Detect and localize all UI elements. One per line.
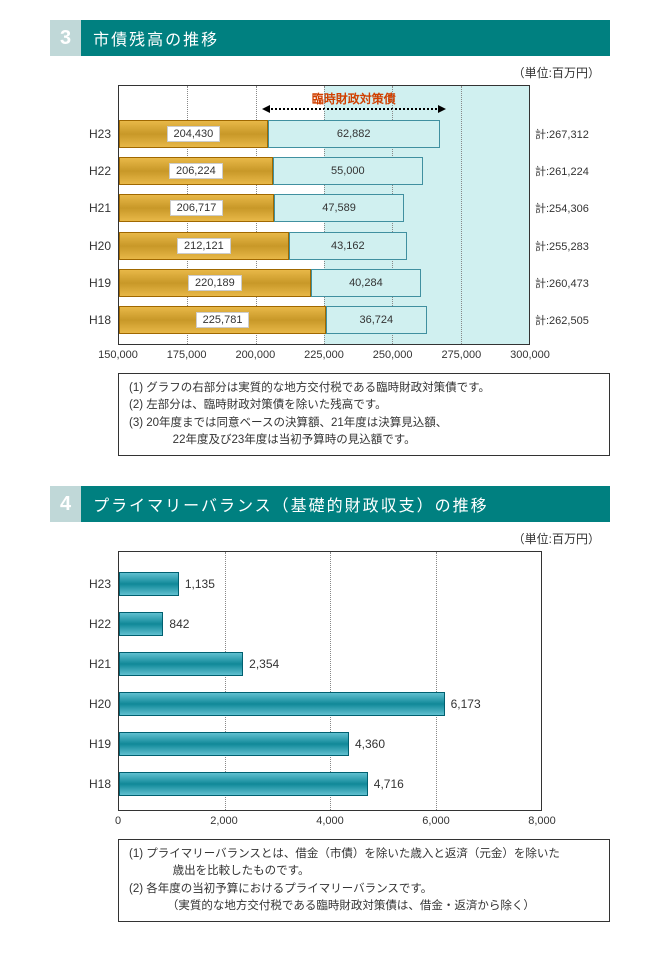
chart3-xtick-label: 300,000 [510, 349, 550, 361]
chart3-bar-cyan: 43,162 [289, 232, 407, 260]
section3-note-line: (2) 左部分は、臨時財政対策債を除いた残高です。 [129, 397, 599, 414]
section4-title: プライマリーバランス（基礎的財政収支）の推移 [81, 486, 610, 522]
chart3-xtick-label: 150,000 [98, 349, 138, 361]
section4-note-line: 歳出を比較したものです。 [129, 863, 599, 880]
chart4-value-label: 1,135 [179, 577, 215, 591]
chart4-bar [119, 572, 179, 596]
chart4-bar [119, 652, 243, 676]
chart3-row: H19220,18940,284計:260,473 [119, 269, 529, 297]
chart4-ylabel: H22 [59, 617, 119, 631]
chart3-bar-cyan: 40,284 [311, 269, 421, 297]
chart4-value-label: 4,716 [368, 777, 404, 791]
section4-note-line: (2) 各年度の当初予算におけるプライマリーバランスです。 [129, 881, 599, 898]
chart3-row: H23204,43062,882計:267,312 [119, 120, 529, 148]
chart3-gold-value: 225,781 [196, 312, 250, 328]
chart4-xaxis: 02,0004,0006,0008,000 [118, 811, 542, 831]
chart4-row: H212,354 [119, 652, 541, 676]
chart3-row: H21206,71747,589計:254,306 [119, 194, 529, 222]
chart3-xtick-label: 175,000 [167, 349, 207, 361]
chart3-row: H20212,12143,162計:255,283 [119, 232, 529, 260]
section3-title: 市債残高の推移 [81, 20, 610, 56]
chart3-xtick-label: 275,000 [441, 349, 481, 361]
chart4-bar [119, 772, 368, 796]
section4-notes: (1) プライマリーバランスとは、借金（市債）を除いた歳入と返済（元金）を除いた… [118, 839, 610, 922]
chart4-row: H206,173 [119, 692, 541, 716]
chart4-bar [119, 612, 163, 636]
chart3-ylabel: H23 [59, 127, 119, 141]
section4-header: 4 プライマリーバランス（基礎的財政収支）の推移 [50, 486, 610, 522]
section4-note-line: （実質的な地方交付税である臨時財政対策債は、借金・返済から除く） [129, 898, 599, 915]
chart3: 臨時財政対策債 H23204,43062,882計:267,312H22206,… [50, 85, 610, 365]
section4-note-line: (1) プライマリーバランスとは、借金（市債）を除いた歳入と返済（元金）を除いた [129, 846, 599, 863]
chart3-row: H18225,78136,724計:262,505 [119, 306, 529, 334]
chart3-separator-arrow-icon [268, 108, 440, 110]
chart4-ylabel: H23 [59, 577, 119, 591]
section3-note-line: 22年度及び23年度は当初予算時の見込額です。 [129, 432, 599, 449]
chart4-plot: H231,135 H22842 H212,354 H206,173 H194,360 H1… [118, 551, 542, 811]
chart3-plot: 臨時財政対策債 H23204,43062,882計:267,312H22206,… [118, 85, 530, 345]
chart3-ylabel: H20 [59, 239, 119, 253]
section3-note-line: (3) 20年度までは同意ベースの決算額、21年度は決算見込額、 [129, 415, 599, 432]
chart3-bar-gold: 225,781 [119, 306, 326, 334]
chart3-total-label: 計:255,283 [529, 238, 607, 254]
chart3-xaxis: 150,000175,000200,000225,000250,000275,0… [118, 345, 530, 365]
chart4-value-label: 6,173 [445, 697, 481, 711]
chart3-total-label: 計:260,473 [529, 275, 607, 291]
chart4-row: H231,135 [119, 572, 541, 596]
chart3-row: H22206,22455,000計:261,224 [119, 157, 529, 185]
section4-unit: （単位:百万円） [0, 530, 600, 547]
chart4-xtick-label: 4,000 [316, 815, 344, 827]
chart4-ylabel: H21 [59, 657, 119, 671]
chart3-bar-cyan: 47,589 [274, 194, 404, 222]
chart4: H231,135H22842H212,354H206,173H194,360H1… [50, 551, 610, 831]
chart4-value-label: 2,354 [243, 657, 279, 671]
chart4-bar [119, 692, 445, 716]
chart3-gold-value: 212,121 [177, 238, 231, 254]
chart4-ylabel: H18 [59, 777, 119, 791]
chart3-bar-gold: 206,224 [119, 157, 273, 185]
chart4-row: H194,360 [119, 732, 541, 756]
chart3-gold-value: 206,224 [169, 163, 223, 179]
chart3-xtick-label: 200,000 [235, 349, 275, 361]
chart3-xtick-label: 225,000 [304, 349, 344, 361]
chart3-bar-gold: 220,189 [119, 269, 311, 297]
chart4-row: H22842 [119, 612, 541, 636]
chart3-ylabel: H22 [59, 164, 119, 178]
chart4-bar [119, 732, 349, 756]
chart3-bar-cyan: 36,724 [326, 306, 426, 334]
chart3-xtick-label: 250,000 [373, 349, 413, 361]
section3-note-line: (1) グラフの右部分は実質的な地方交付税である臨時財政対策債です。 [129, 380, 599, 397]
chart3-ylabel: H21 [59, 201, 119, 215]
chart3-ylabel: H19 [59, 276, 119, 290]
chart4-ylabel: H20 [59, 697, 119, 711]
chart3-bar-gold: 204,430 [119, 120, 268, 148]
chart3-gold-value: 206,717 [170, 200, 224, 216]
section4-number: 4 [50, 486, 81, 522]
chart4-row: H184,716 [119, 772, 541, 796]
chart3-total-label: 計:261,224 [529, 163, 607, 179]
chart3-bar-gold: 212,121 [119, 232, 289, 260]
chart4-value-label: 842 [163, 617, 189, 631]
chart3-total-label: 計:267,312 [529, 126, 607, 142]
chart4-xtick-label: 2,000 [210, 815, 238, 827]
chart3-gold-value: 204,430 [167, 126, 221, 142]
section3-header: 3 市債残高の推移 [50, 20, 610, 56]
chart3-total-label: 計:262,505 [529, 312, 607, 328]
chart4-xtick-label: 6,000 [422, 815, 450, 827]
chart4-value-label: 4,360 [349, 737, 385, 751]
chart3-ylabel: H18 [59, 313, 119, 327]
chart3-bar-cyan: 62,882 [268, 120, 440, 148]
section3-unit: （単位:百万円） [0, 64, 600, 81]
section3-number: 3 [50, 20, 81, 56]
chart3-gold-value: 220,189 [188, 275, 242, 291]
chart3-total-label: 計:254,306 [529, 200, 607, 216]
chart3-bar-cyan: 55,000 [273, 157, 423, 185]
chart3-bar-gold: 206,717 [119, 194, 274, 222]
chart4-xtick-label: 0 [115, 815, 121, 827]
section3-notes: (1) グラフの右部分は実質的な地方交付税である臨時財政対策債です。(2) 左部… [118, 373, 610, 456]
chart4-ylabel: H19 [59, 737, 119, 751]
chart4-xtick-label: 8,000 [528, 815, 556, 827]
